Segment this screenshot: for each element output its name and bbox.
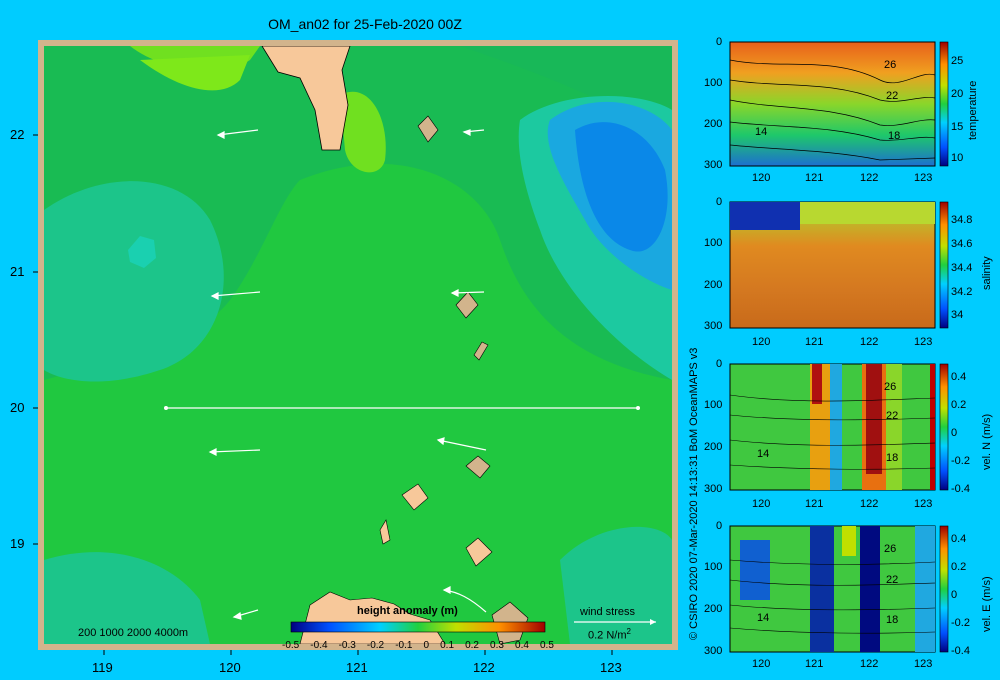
cb-tick: 0.2: [951, 399, 967, 411]
contour-label: 18: [888, 130, 901, 142]
contour-label: 26: [884, 59, 897, 71]
y-tick: 100: [704, 77, 723, 89]
salinity-panel: [729, 201, 949, 329]
lon-tick: 122: [473, 660, 495, 675]
y-tick: 0: [716, 36, 723, 48]
vel-e-panel: [729, 525, 949, 653]
cb-tick: -0.4: [951, 483, 970, 495]
map-axis-ticks: [33, 134, 613, 655]
contour-label: 18: [886, 452, 899, 464]
cb-tick: 0.2: [951, 561, 967, 573]
cb-tick: 34.6: [951, 238, 973, 250]
x-tick: 121: [805, 498, 824, 510]
temperature-panel: [729, 41, 949, 167]
x-tick: 121: [805, 658, 824, 670]
vel-n-panel: [729, 363, 949, 491]
colorbar-ticks: -0.5 -0.4 -0.3 -0.2 -0.1 0 0.1 0.2 0.3 0.4 0.5: [282, 640, 554, 651]
cb-tick: 0: [951, 589, 958, 601]
x-tick: 122: [860, 172, 879, 184]
wind-scale-label: 0.2 N/m2: [588, 627, 631, 642]
cb-tick: 25: [951, 55, 964, 67]
contour-label: 14: [757, 448, 770, 460]
lat-tick: 20: [10, 400, 25, 415]
lon-tick: 119: [92, 660, 113, 675]
y-tick: 200: [704, 279, 723, 291]
map-title: OM_an02 for 25-Feb-2020 00Z: [268, 16, 462, 32]
wind-arrows: [208, 129, 487, 620]
cb-tick: 20: [951, 88, 964, 100]
cb-tick: 15: [951, 121, 964, 133]
sea-level-anomaly-field: [44, 46, 672, 644]
contour-label: 14: [757, 612, 770, 624]
x-tick: 122: [860, 658, 879, 670]
x-tick: 121: [805, 336, 824, 348]
cb-tick: -0.4: [951, 645, 970, 657]
lon-tick: 121: [346, 660, 368, 675]
vel-n-label: vel. N (m/s): [981, 413, 993, 470]
y-tick: 0: [716, 358, 723, 370]
contour-label: 26: [884, 381, 897, 393]
cb-tick: 34: [951, 309, 964, 321]
x-tick: 120: [752, 498, 771, 510]
lon-tick: 120: [219, 660, 241, 675]
contour-label: 22: [886, 410, 899, 422]
y-tick: 300: [704, 320, 723, 332]
temperature-label: temperature: [967, 80, 979, 140]
cb-tick: 34.2: [951, 286, 973, 298]
x-tick: 123: [914, 336, 933, 348]
y-tick: 200: [704, 441, 723, 453]
y-tick: 100: [704, 237, 723, 249]
y-tick: 300: [704, 159, 723, 171]
y-tick: 100: [704, 561, 723, 573]
x-tick: 123: [914, 172, 933, 184]
cb-tick: -0.2: [951, 617, 970, 629]
contour-label: 26: [884, 543, 897, 555]
cb-tick: 0: [951, 427, 958, 439]
lat-tick: 21: [10, 264, 25, 279]
y-tick: 0: [716, 520, 723, 532]
depth-legend: 200 1000 2000 4000m: [78, 627, 189, 639]
y-tick: 200: [704, 118, 723, 130]
x-tick: 123: [914, 498, 933, 510]
vel-e-label: vel. E (m/s): [981, 576, 993, 632]
y-tick: 300: [704, 645, 723, 657]
cb-tick: -0.2: [951, 455, 970, 467]
x-tick: 122: [860, 336, 879, 348]
colorbar-title: height anomaly (m): [357, 605, 458, 617]
y-tick: 200: [704, 603, 723, 615]
salinity-label: salinity: [981, 256, 993, 290]
x-tick: 122: [860, 498, 879, 510]
cb-tick: 0.4: [951, 533, 967, 545]
cb-tick: 0.4: [951, 371, 967, 383]
height-colorbar: [290, 621, 546, 633]
y-tick: 100: [704, 399, 723, 411]
credit-line: © CSIRO 2020 07-Mar-2020 14:13:31 BoM Oc…: [688, 347, 700, 640]
y-tick: 300: [704, 483, 723, 495]
wind-stress-label: wind stress: [580, 606, 636, 618]
lat-tick: 19: [10, 536, 25, 551]
lon-tick: 123: [600, 660, 622, 675]
contour-label: 22: [886, 574, 899, 586]
y-tick: 0: [716, 196, 723, 208]
x-tick: 121: [805, 172, 824, 184]
cb-tick: 34.8: [951, 214, 973, 226]
x-tick: 120: [752, 658, 771, 670]
contour-label: 22: [886, 90, 899, 102]
cb-tick: 34.4: [951, 262, 973, 274]
contour-label: 18: [886, 614, 899, 626]
x-tick: 123: [914, 658, 933, 670]
x-tick: 120: [752, 172, 771, 184]
x-tick: 120: [752, 336, 771, 348]
contour-label: 14: [755, 126, 768, 138]
cb-tick: 10: [951, 152, 964, 164]
lat-tick: 22: [10, 127, 25, 142]
